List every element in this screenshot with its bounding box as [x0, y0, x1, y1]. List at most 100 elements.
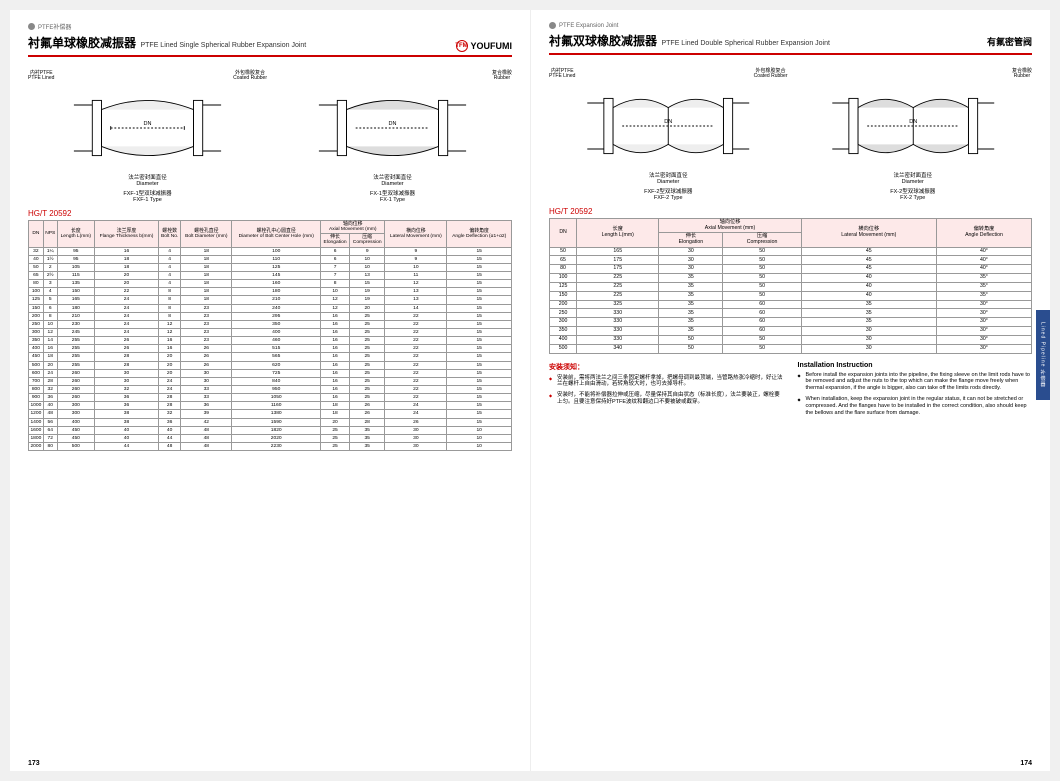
table-cell: 19: [349, 296, 384, 304]
table-cell: 40: [94, 434, 158, 442]
table-cell: 48: [181, 426, 232, 434]
table-cell: 16: [321, 312, 350, 320]
table-cell: 230: [57, 320, 94, 328]
table-cell: 100: [232, 247, 321, 255]
label-ptfe: 内衬PTFEPTFE Lined: [549, 69, 575, 80]
table-cell: 50: [723, 335, 801, 344]
table-cell: 12: [159, 320, 181, 328]
table-cell: 8: [159, 288, 181, 296]
table-cell: 11: [385, 271, 447, 279]
table-cell: 35: [659, 274, 723, 283]
table-cell: 15: [447, 394, 512, 402]
table-cell: 16: [321, 320, 350, 328]
table-cell: 125: [550, 282, 577, 291]
spec-table-double: DN 长度Length L(mm) 轴向位移Axial Movement (mm…: [549, 218, 1032, 354]
table-cell: 60: [723, 300, 801, 309]
expansion-joint-icon: DN: [273, 82, 512, 174]
table-cell: 350: [550, 327, 577, 336]
standard-code: HG/T 20592: [549, 207, 1032, 216]
table-cell: 180: [57, 304, 94, 312]
table-row: 20032535603530°: [550, 300, 1032, 309]
table-row: 10041502281818010191315: [29, 288, 512, 296]
table-cell: 15: [447, 255, 512, 263]
table-cell: 16: [321, 337, 350, 345]
table-cell: 50: [29, 263, 44, 271]
table-cell: 500: [29, 361, 44, 369]
col-elongation: 伸长Elongation: [659, 233, 723, 247]
table-cell: 26: [385, 418, 447, 426]
table-cell: 35°: [936, 291, 1031, 300]
svg-text:DN: DN: [144, 121, 152, 127]
table-cell: 8: [159, 304, 181, 312]
table-cell: 50: [659, 335, 723, 344]
table-cell: 22: [385, 353, 447, 361]
table-cell: 18: [321, 402, 350, 410]
table-cell: 800: [29, 385, 44, 393]
title-cn: 衬氟单球橡胶减振器: [28, 36, 136, 50]
table-cell: 160: [232, 280, 321, 288]
table-cell: 15: [447, 296, 512, 304]
table-cell: 210: [57, 312, 94, 320]
table-cell: 24: [94, 304, 158, 312]
table-cell: 48: [159, 442, 181, 450]
table-cell: 1600: [29, 426, 44, 434]
table-cell: 23: [181, 312, 232, 320]
table-cell: 330: [577, 327, 659, 336]
diagram-caption: FXF-2型双球减振器FXF-2 Type: [644, 189, 692, 201]
table-row: 8017530504540°: [550, 265, 1032, 274]
table-cell: 1½: [43, 255, 57, 263]
brand-text: YOUFUMI: [471, 41, 513, 51]
table-cell: 4: [159, 255, 181, 263]
table-cell: 30: [801, 335, 936, 344]
table-cell: 8: [43, 312, 57, 320]
table-cell: 10: [447, 426, 512, 434]
table-row: 3501425526162346016252215: [29, 337, 512, 345]
table-cell: 330: [577, 335, 659, 344]
table-cell: 36: [181, 402, 232, 410]
table-cell: 15: [447, 288, 512, 296]
table-cell: 25: [349, 385, 384, 393]
table-cell: 23: [181, 337, 232, 345]
table-cell: 25: [349, 312, 384, 320]
table-cell: 16: [321, 385, 350, 393]
table-cell: 40: [94, 426, 158, 434]
table-cell: 125: [232, 263, 321, 271]
page-number: 173: [28, 760, 40, 767]
table-cell: 23: [181, 320, 232, 328]
table-cell: 40: [801, 274, 936, 283]
table-cell: 110: [232, 255, 321, 263]
table-cell: 145: [232, 271, 321, 279]
table-cell: 10: [447, 442, 512, 450]
table-cell: 45: [801, 256, 936, 265]
table-cell: 44: [159, 434, 181, 442]
table-row: 401½9518418110610915: [29, 255, 512, 263]
svg-text:DN: DN: [389, 121, 397, 127]
double-expansion-joint-icon: DN: [794, 80, 1033, 172]
table-cell: 26: [181, 353, 232, 361]
table-cell: 20: [43, 361, 57, 369]
table-cell: 15: [447, 320, 512, 328]
table-row: 321¼951641810069915: [29, 247, 512, 255]
table-row: 5002025528202662016252215: [29, 361, 512, 369]
table-cell: 15: [447, 247, 512, 255]
table-cell: 3: [43, 280, 57, 288]
label-ptfe: 内衬PTFEPTFE Lined: [28, 71, 54, 82]
table-cell: 50: [723, 344, 801, 353]
table-cell: 8: [159, 296, 181, 304]
table-cell: 15: [447, 385, 512, 393]
table-cell: 10: [349, 255, 384, 263]
table-cell: 22: [385, 377, 447, 385]
table-cell: 10: [349, 263, 384, 271]
table-cell: 950: [232, 385, 321, 393]
table-cell: 200: [29, 312, 44, 320]
table-cell: 125: [29, 296, 44, 304]
table-cell: 255: [57, 361, 94, 369]
table-cell: 200: [550, 300, 577, 309]
table-cell: 500: [550, 344, 577, 353]
table-cell: 24: [385, 410, 447, 418]
table-cell: 50: [723, 274, 801, 283]
table-cell: 42: [181, 418, 232, 426]
title-group: 衬氟双球橡胶减振器 PTFE Lined Double Spherical Ru…: [549, 32, 830, 50]
table-cell: 40°: [936, 256, 1031, 265]
table-cell: 515: [232, 345, 321, 353]
